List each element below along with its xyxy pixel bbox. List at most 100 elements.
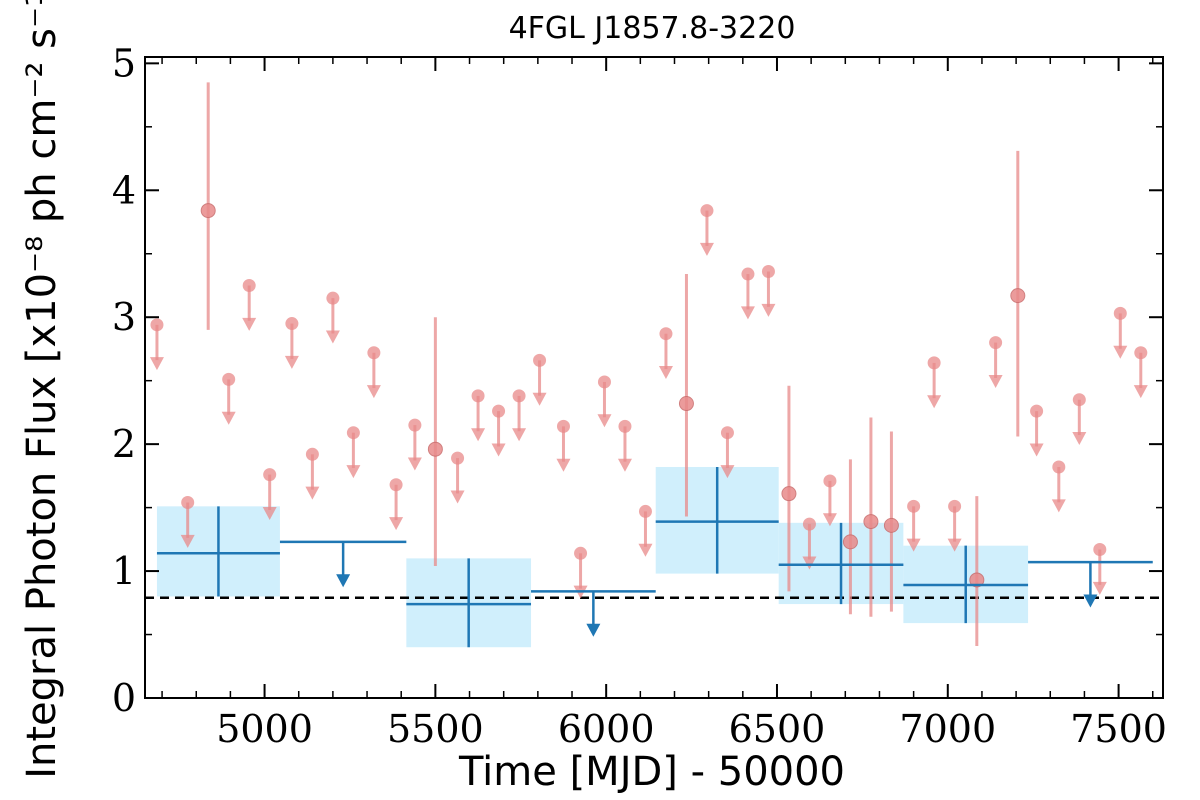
short-upper-limit-arrowhead (262, 506, 277, 520)
short-upper-limit-arrowhead (366, 385, 381, 399)
short-upper-limit-arrowhead (988, 374, 1003, 388)
y-tick-label: 3 (112, 295, 136, 339)
short-upper-limit-arrowhead (1051, 499, 1066, 513)
short-upper-limit-arrowhead (906, 538, 921, 552)
short-bin-series (149, 82, 1148, 646)
short-upper-limit-arrowhead (346, 465, 361, 479)
short-upper-limit-point (367, 346, 381, 360)
short-upper-limit-arrowhead (597, 414, 612, 428)
short-upper-limit-arrowhead (180, 534, 195, 548)
long-upper-limit-arrowhead (586, 623, 601, 637)
short-upper-limit-arrowhead (512, 428, 527, 442)
short-upper-limit-arrowhead (450, 490, 465, 504)
short-upper-limit-arrowhead (389, 517, 404, 531)
short-upper-limit-arrowhead (242, 317, 257, 331)
short-upper-limit-arrowhead (1092, 581, 1107, 595)
short-upper-limit-point (761, 265, 775, 279)
short-upper-limit-arrowhead (802, 556, 817, 570)
short-upper-limit-point (451, 451, 465, 465)
short-upper-limit-arrowhead (947, 538, 962, 552)
short-upper-limit-arrowhead (305, 486, 320, 500)
short-upper-limit-arrowhead (699, 242, 714, 256)
short-upper-limit-point (802, 517, 816, 531)
y-axis-label: Integral Photon Flux [x10⁻⁸ ph cm⁻² s⁻¹] (19, 0, 65, 779)
short-upper-limit-arrowhead (491, 443, 506, 457)
short-upper-limit-point (638, 504, 652, 518)
short-detection-point (1010, 288, 1026, 304)
short-upper-limit-point (389, 478, 403, 492)
short-upper-limit-point (305, 447, 319, 461)
short-upper-limit-point (659, 327, 673, 341)
short-detection-point (678, 396, 694, 412)
short-upper-limit-point (1072, 393, 1086, 407)
y-tick-label: 1 (112, 549, 136, 593)
short-upper-limit-point (574, 546, 588, 560)
short-detection-point (842, 534, 858, 550)
short-upper-limit-point (597, 375, 611, 389)
x-tick-label: 7000 (899, 707, 996, 751)
y-tick-label: 0 (112, 676, 136, 720)
short-detection-point (200, 203, 216, 219)
y-tick-labels: 0 1 2 3 4 5 (112, 41, 136, 720)
short-detection-point (427, 441, 443, 457)
short-upper-limit-point (408, 418, 422, 432)
x-tick-label: 6500 (729, 707, 826, 751)
short-upper-limit-arrowhead (761, 303, 776, 317)
short-upper-limit-point (927, 356, 941, 370)
short-upper-limit-arrowhead (1113, 345, 1128, 359)
long-bin-series (156, 466, 1153, 648)
short-upper-limit-arrowhead (221, 411, 236, 425)
long-upper-limit-arrowhead (1083, 594, 1098, 608)
short-upper-limit-point (326, 291, 340, 305)
short-upper-limit-point (741, 267, 755, 281)
short-upper-limit-arrowhead (325, 330, 340, 344)
y-tick-label: 4 (112, 168, 136, 212)
short-detection-point (863, 514, 879, 530)
short-upper-limit-point (512, 389, 526, 403)
short-detection-point (883, 517, 899, 533)
short-upper-limit-point (242, 278, 256, 292)
short-upper-limit-point (989, 336, 1003, 350)
short-upper-limit-arrowhead (720, 465, 735, 479)
x-axis-label: Time [MJD] - 50000 (458, 749, 845, 795)
short-upper-limit-point (1113, 306, 1127, 320)
short-upper-limit-point (907, 499, 921, 513)
short-upper-limit-arrowhead (617, 458, 632, 472)
short-upper-limit-arrowhead (471, 428, 486, 442)
short-upper-limit-arrowhead (927, 395, 942, 409)
short-upper-limit-point (346, 426, 360, 440)
short-upper-limit-arrowhead (149, 357, 164, 371)
short-upper-limit-point (150, 318, 164, 332)
short-upper-limit-point (720, 426, 734, 440)
short-upper-limit-arrowhead (740, 306, 755, 320)
y-tick-label: 5 (112, 41, 136, 85)
short-upper-limit-point (618, 419, 632, 433)
y-tick-label: 2 (112, 422, 136, 466)
short-upper-limit-point (823, 474, 837, 488)
short-upper-limit-point (471, 389, 485, 403)
short-upper-limit-arrowhead (407, 457, 422, 471)
axis-ticks (145, 57, 1163, 699)
short-upper-limit-point (1030, 404, 1044, 418)
short-upper-limit-point (285, 317, 299, 331)
short-detection-point (781, 486, 797, 502)
x-tick-label: 7500 (1070, 707, 1167, 751)
short-upper-limit-arrowhead (658, 366, 673, 380)
short-upper-limit-point (556, 419, 570, 433)
short-upper-limit-point (222, 372, 236, 386)
short-upper-limit-point (1134, 346, 1148, 360)
short-upper-limit-arrowhead (532, 392, 547, 406)
short-upper-limit-point (1093, 542, 1107, 556)
plot-frame (144, 56, 1164, 699)
short-upper-limit-arrowhead (822, 513, 837, 527)
short-upper-limit-arrowhead (1072, 432, 1087, 446)
chart-title: 4FGL J1857.8-3220 (509, 11, 796, 46)
x-tick-labels: 5000 5500 6000 6500 7000 7500 (216, 707, 1167, 751)
short-upper-limit-point (533, 353, 547, 367)
short-upper-limit-arrowhead (1029, 443, 1044, 457)
x-tick-label: 5000 (216, 707, 313, 751)
short-upper-limit-arrowhead (556, 458, 571, 472)
short-upper-limit-point (263, 468, 277, 482)
long-upper-limit-arrowhead (336, 574, 351, 588)
